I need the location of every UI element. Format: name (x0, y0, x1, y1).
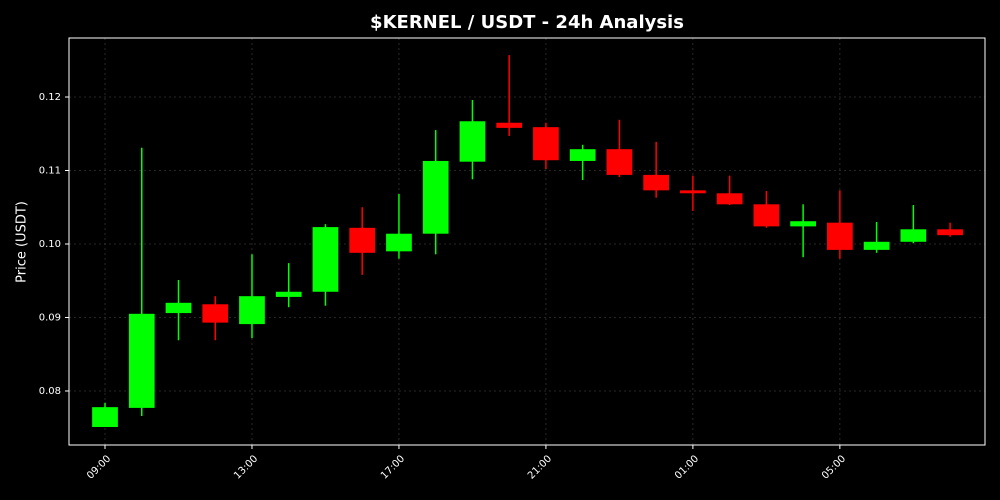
plot-frame (68, 37, 986, 446)
candle-body (569, 149, 596, 161)
y-axis-label: Price (USDT) (15, 201, 30, 283)
candle-body (92, 407, 118, 427)
candle-body (900, 229, 927, 242)
candle-body (496, 122, 523, 128)
candle-body (202, 304, 229, 323)
candle-body (312, 227, 339, 292)
y-tick-label: 0.09 (39, 312, 61, 323)
candle-body (716, 193, 743, 205)
candle-body (937, 229, 963, 236)
y-tick-label: 0.11 (39, 166, 61, 177)
candle-body (349, 227, 376, 253)
candle-body (239, 296, 265, 325)
chart-title: $KERNEL / USDT - 24h Analysis (370, 12, 684, 33)
candle-body (790, 221, 816, 227)
candle-body (128, 313, 155, 408)
candle-body (459, 121, 486, 162)
candle-body (643, 174, 670, 191)
candle-body (680, 190, 706, 194)
candle-body (606, 149, 633, 175)
y-tick-label: 0.10 (39, 239, 61, 250)
candle-body (863, 241, 890, 250)
y-tick-label: 0.12 (39, 92, 61, 103)
candle-body (753, 204, 780, 227)
y-tick-label: 0.08 (39, 386, 61, 397)
candle-body (422, 160, 449, 234)
candle-body (386, 233, 412, 252)
candle-body (533, 127, 559, 161)
candle-body (827, 222, 853, 250)
candle-body (275, 291, 302, 297)
candle-body (165, 302, 192, 314)
